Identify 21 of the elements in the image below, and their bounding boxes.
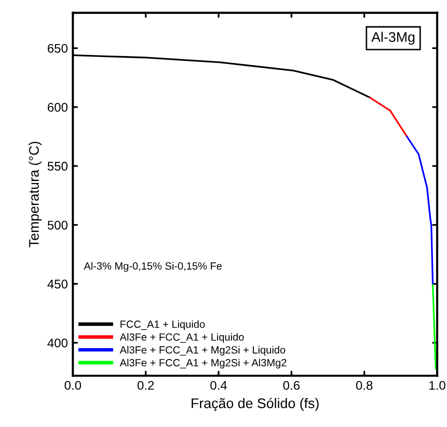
x-tick-label: 0.2: [138, 380, 154, 390]
legend-label: FCC_A1 + Liquido: [120, 320, 205, 330]
y-tick-label: 550: [48, 162, 68, 171]
annotation: Al-3Mg: [371, 32, 414, 45]
x-tick-label: 0.6: [283, 380, 300, 390]
x-tick-label: 0.0: [64, 380, 82, 390]
x-axis-title: Fração de Sólido (fs): [192, 398, 319, 411]
legend-label: Al3Fe + FCC_A1 + Mg2Si + Liquido: [120, 346, 286, 356]
y-tick-label: 400: [47, 338, 68, 348]
legend-label: Al3Fe + FCC_A1 + Liquido: [120, 333, 244, 343]
legend-label: Al3Fe + FCC_A1 + Mg2Si + Al3Mg2: [120, 358, 286, 368]
y-tick-label: 500: [48, 220, 68, 230]
y-axis-title: Temperatura (°C): [28, 142, 42, 248]
x-tick-label: 0.8: [356, 380, 372, 390]
y-tick-label: 600: [48, 102, 68, 112]
y-tick-label: 450: [47, 280, 68, 288]
x-tick-label: 1.0: [429, 380, 446, 390]
line-series: [406, 136, 434, 286]
y-tick-label: 650: [48, 44, 68, 53]
annotation: Al-3% Mg-0,15% Si-0,15% Fe: [84, 262, 222, 272]
x-tick-label: 0.4: [210, 380, 227, 390]
